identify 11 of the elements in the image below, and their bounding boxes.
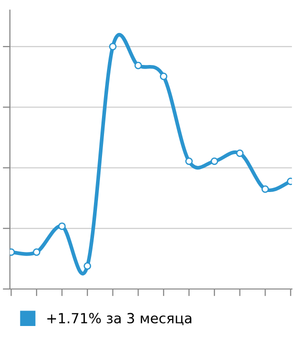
legend-label: +1.71% за 3 месяца bbox=[47, 312, 192, 326]
point bbox=[134, 62, 142, 70]
point bbox=[210, 157, 218, 165]
point bbox=[84, 262, 92, 270]
point bbox=[109, 42, 117, 50]
point bbox=[236, 149, 244, 157]
point bbox=[261, 185, 269, 193]
point bbox=[58, 222, 66, 230]
point bbox=[185, 157, 193, 165]
point bbox=[32, 248, 40, 256]
point bbox=[160, 72, 168, 80]
